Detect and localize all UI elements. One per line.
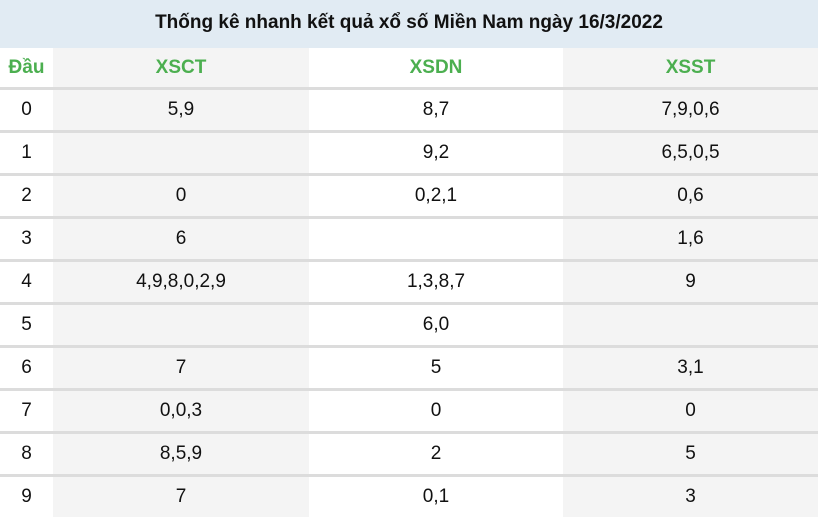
header-row: Đầu XSCT XSDN XSST [0, 48, 818, 90]
xsdn-cell: 0,2,1 [309, 174, 563, 219]
dau-cell: 0 [0, 88, 53, 133]
results-table: Đầu XSCT XSDN XSST 0 5,9 8,7 7,9,0,6 1 9,2 6,5… [0, 48, 818, 517]
xsdn-cell: 1,3,8,7 [309, 260, 563, 305]
xsct-cell [53, 303, 309, 348]
xsst-cell: 3,1 [563, 346, 818, 391]
column-header-xsdn: XSDN [309, 48, 563, 90]
dau-cell: 8 [0, 432, 53, 477]
table-row: 9 7 0,1 3 [0, 475, 818, 517]
table-row: 8 8,5,9 2 5 [0, 432, 818, 477]
dau-cell: 3 [0, 217, 53, 262]
xsct-cell: 8,5,9 [53, 432, 309, 477]
column-header-xsst: XSST [563, 48, 818, 90]
xsct-cell [53, 131, 309, 176]
xsst-cell: 0,6 [563, 174, 818, 219]
dau-cell: 5 [0, 303, 53, 348]
xsct-cell: 6 [53, 217, 309, 262]
xsst-cell: 6,5,0,5 [563, 131, 818, 176]
table-row: 4 4,9,8,0,2,9 1,3,8,7 9 [0, 260, 818, 305]
table-row: 0 5,9 8,7 7,9,0,6 [0, 88, 818, 133]
xsct-cell: 0 [53, 174, 309, 219]
xsdn-cell [309, 217, 563, 262]
xsst-cell: 0 [563, 389, 818, 434]
xsst-cell: 1,6 [563, 217, 818, 262]
xsdn-cell: 8,7 [309, 88, 563, 133]
xsct-cell: 7 [53, 475, 309, 517]
xsdn-cell: 6,0 [309, 303, 563, 348]
dau-cell: 7 [0, 389, 53, 434]
dau-cell: 9 [21, 486, 32, 507]
table-row: 6 7 5 3,1 [0, 346, 818, 391]
xsct-cell: 7 [53, 346, 309, 391]
xsst-cell: 3 [563, 475, 818, 517]
table-row: 3 6 1,6 [0, 217, 818, 262]
xsdn-cell: 0,1 [309, 475, 563, 517]
xsst-cell [563, 303, 818, 348]
xsst-cell: 7,9,0,6 [563, 88, 818, 133]
dau-cell: 1 [0, 131, 53, 176]
xsdn-cell: 9,2 [309, 131, 563, 176]
table-row: 1 9,2 6,5,0,5 [0, 131, 818, 176]
table-title: Thống kê nhanh kết quả xổ số Miền Nam ng… [0, 0, 818, 48]
xsdn-cell: 5 [309, 346, 563, 391]
xsct-cell: 0,0,3 [53, 389, 309, 434]
column-header-xsct: XSCT [53, 48, 309, 90]
xsdn-cell: 0 [309, 389, 563, 434]
dau-cell: 4 [0, 260, 53, 305]
xsst-cell: 9 [563, 260, 818, 305]
table-row: 7 0,0,3 0 0 [0, 389, 818, 434]
xsct-cell: 4,9,8,0,2,9 [53, 260, 309, 305]
dau-cell: 6 [0, 346, 53, 391]
column-header-dau: Đầu [0, 48, 53, 90]
table-row: 2 0 0,2,1 0,6 [0, 174, 818, 219]
xsct-cell: 5,9 [53, 88, 309, 133]
xsdn-cell: 2 [309, 432, 563, 477]
dau-cell: 2 [0, 174, 53, 219]
table-row: 5 6,0 [0, 303, 818, 348]
xsst-cell: 5 [563, 432, 818, 477]
